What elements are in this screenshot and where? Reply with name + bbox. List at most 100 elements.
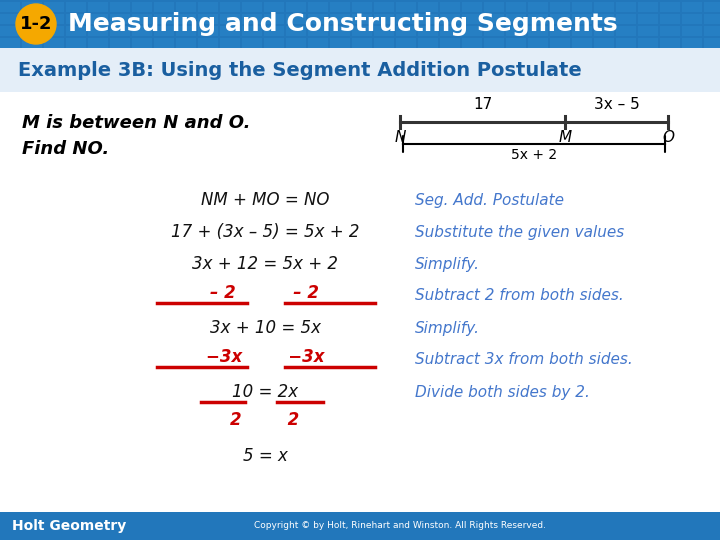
FancyBboxPatch shape (704, 26, 720, 36)
FancyBboxPatch shape (506, 38, 526, 48)
FancyBboxPatch shape (330, 2, 350, 12)
FancyBboxPatch shape (660, 2, 680, 12)
FancyBboxPatch shape (550, 38, 570, 48)
FancyBboxPatch shape (550, 14, 570, 24)
FancyBboxPatch shape (638, 38, 658, 48)
FancyBboxPatch shape (44, 38, 64, 48)
FancyBboxPatch shape (682, 14, 702, 24)
FancyBboxPatch shape (66, 2, 86, 12)
FancyBboxPatch shape (352, 26, 372, 36)
FancyBboxPatch shape (352, 2, 372, 12)
FancyBboxPatch shape (440, 14, 460, 24)
FancyBboxPatch shape (330, 14, 350, 24)
FancyBboxPatch shape (242, 38, 262, 48)
FancyBboxPatch shape (440, 38, 460, 48)
FancyBboxPatch shape (374, 2, 394, 12)
FancyBboxPatch shape (264, 14, 284, 24)
FancyBboxPatch shape (528, 2, 548, 12)
Text: 2        2: 2 2 (230, 411, 300, 429)
FancyBboxPatch shape (330, 26, 350, 36)
FancyBboxPatch shape (0, 512, 720, 540)
FancyBboxPatch shape (396, 2, 416, 12)
FancyBboxPatch shape (198, 38, 218, 48)
Text: Example 3B: Using the Segment Addition Postulate: Example 3B: Using the Segment Addition P… (18, 60, 582, 79)
FancyBboxPatch shape (110, 38, 130, 48)
Text: Holt Geometry: Holt Geometry (12, 519, 126, 533)
Text: Seg. Add. Postulate: Seg. Add. Postulate (415, 192, 564, 207)
FancyBboxPatch shape (154, 14, 174, 24)
FancyBboxPatch shape (242, 2, 262, 12)
FancyBboxPatch shape (154, 2, 174, 12)
FancyBboxPatch shape (418, 26, 438, 36)
Text: – 2          – 2: – 2 – 2 (210, 284, 320, 302)
Text: Measuring and Constructing Segments: Measuring and Constructing Segments (68, 12, 618, 36)
FancyBboxPatch shape (176, 14, 196, 24)
Text: Copyright © by Holt, Rinehart and Winston. All Rights Reserved.: Copyright © by Holt, Rinehart and Winsto… (254, 522, 546, 530)
Text: M: M (559, 130, 572, 145)
FancyBboxPatch shape (66, 14, 86, 24)
FancyBboxPatch shape (176, 38, 196, 48)
FancyBboxPatch shape (0, 2, 20, 12)
FancyBboxPatch shape (198, 26, 218, 36)
FancyBboxPatch shape (594, 2, 614, 12)
FancyBboxPatch shape (484, 26, 504, 36)
FancyBboxPatch shape (110, 14, 130, 24)
FancyBboxPatch shape (286, 38, 306, 48)
FancyBboxPatch shape (616, 26, 636, 36)
FancyBboxPatch shape (418, 14, 438, 24)
Text: 3x – 5: 3x – 5 (593, 97, 639, 112)
FancyBboxPatch shape (638, 26, 658, 36)
FancyBboxPatch shape (110, 2, 130, 12)
FancyBboxPatch shape (418, 2, 438, 12)
FancyBboxPatch shape (220, 14, 240, 24)
FancyBboxPatch shape (0, 0, 720, 48)
FancyBboxPatch shape (704, 2, 720, 12)
FancyBboxPatch shape (616, 2, 636, 12)
FancyBboxPatch shape (132, 38, 152, 48)
FancyBboxPatch shape (88, 14, 108, 24)
FancyBboxPatch shape (264, 38, 284, 48)
FancyBboxPatch shape (594, 38, 614, 48)
FancyBboxPatch shape (572, 2, 592, 12)
FancyBboxPatch shape (704, 14, 720, 24)
Text: O: O (662, 130, 674, 145)
FancyBboxPatch shape (396, 14, 416, 24)
FancyBboxPatch shape (352, 14, 372, 24)
FancyBboxPatch shape (462, 14, 482, 24)
FancyBboxPatch shape (440, 2, 460, 12)
FancyBboxPatch shape (220, 26, 240, 36)
FancyBboxPatch shape (198, 2, 218, 12)
FancyBboxPatch shape (616, 38, 636, 48)
Text: 10 = 2x: 10 = 2x (232, 383, 298, 401)
FancyBboxPatch shape (88, 26, 108, 36)
FancyBboxPatch shape (682, 26, 702, 36)
FancyBboxPatch shape (594, 26, 614, 36)
FancyBboxPatch shape (660, 14, 680, 24)
Text: Find NO.: Find NO. (22, 140, 109, 158)
FancyBboxPatch shape (88, 2, 108, 12)
Text: 3x + 10 = 5x: 3x + 10 = 5x (210, 319, 320, 337)
FancyBboxPatch shape (418, 38, 438, 48)
FancyBboxPatch shape (198, 14, 218, 24)
FancyBboxPatch shape (572, 26, 592, 36)
FancyBboxPatch shape (22, 2, 42, 12)
Text: Substitute the given values: Substitute the given values (415, 225, 624, 240)
FancyBboxPatch shape (66, 26, 86, 36)
FancyBboxPatch shape (132, 14, 152, 24)
FancyBboxPatch shape (528, 38, 548, 48)
Text: 5x + 2: 5x + 2 (511, 148, 557, 162)
FancyBboxPatch shape (682, 38, 702, 48)
FancyBboxPatch shape (154, 26, 174, 36)
FancyBboxPatch shape (440, 26, 460, 36)
FancyBboxPatch shape (506, 2, 526, 12)
FancyBboxPatch shape (286, 2, 306, 12)
FancyBboxPatch shape (286, 14, 306, 24)
FancyBboxPatch shape (44, 26, 64, 36)
FancyBboxPatch shape (88, 38, 108, 48)
FancyBboxPatch shape (330, 38, 350, 48)
FancyBboxPatch shape (308, 2, 328, 12)
FancyBboxPatch shape (374, 14, 394, 24)
FancyBboxPatch shape (176, 26, 196, 36)
FancyBboxPatch shape (264, 2, 284, 12)
FancyBboxPatch shape (638, 14, 658, 24)
